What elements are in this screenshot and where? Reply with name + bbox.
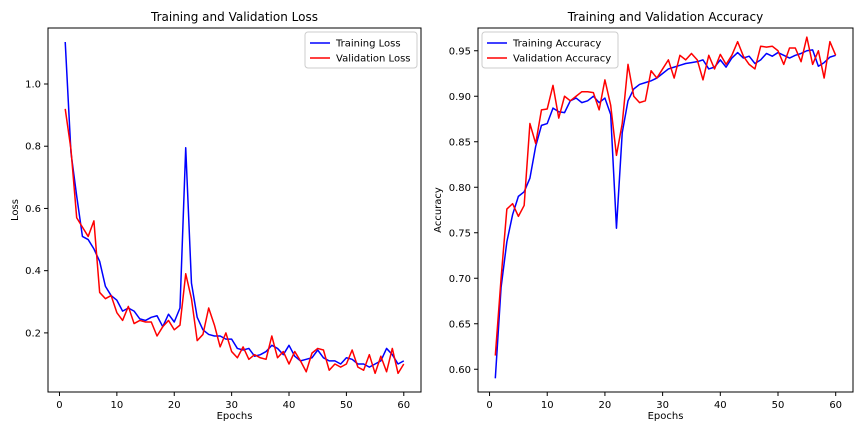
accuracy-y-tick-label: 0.85: [449, 137, 471, 148]
accuracy-series-line-validation: [494, 36, 837, 356]
accuracy-legend-label-validation: Validation Accuracy: [513, 54, 611, 65]
accuracy-y-tick-label: 0.60: [449, 365, 471, 376]
loss-y-tick-label: 0.4: [25, 266, 41, 277]
accuracy-x-tick-label: 40: [714, 400, 727, 411]
accuracy-axes-frame: [477, 27, 854, 393]
loss-series-line-training: [64, 41, 405, 368]
loss-legend-box: [304, 31, 418, 69]
loss-x-tick-label: 10: [110, 400, 123, 411]
accuracy-chart-title: Training and Validation Accuracy: [567, 10, 763, 24]
loss-legend: Training Loss Validation Loss: [304, 31, 418, 69]
loss-x-tick-label: 20: [168, 400, 181, 411]
loss-chart-ylabel: Loss: [10, 199, 21, 221]
loss-y-tick-label: 0.2: [25, 328, 41, 339]
loss-x-tick-label: 60: [397, 400, 410, 411]
accuracy-x-tick-label: 30: [656, 400, 669, 411]
accuracy-x-tick-label: 60: [829, 400, 842, 411]
accuracy-chart: Training and Validation Accuracy Epochs …: [433, 10, 854, 422]
loss-series-line-validation: [64, 108, 405, 375]
accuracy-y-tick-label: 0.95: [449, 46, 471, 57]
loss-axes-frame: [47, 27, 422, 393]
accuracy-x-tick-label: 20: [599, 400, 612, 411]
accuracy-y-tick-label: 0.80: [449, 183, 471, 194]
accuracy-y-tick-label: 0.90: [449, 92, 471, 103]
loss-x-tick-label: 30: [225, 400, 238, 411]
accuracy-legend-box: [481, 31, 619, 69]
loss-y-tick-label: 0.6: [25, 204, 41, 215]
loss-x-tick-label: 0: [56, 400, 62, 411]
loss-legend-label-training: Training Loss: [335, 39, 401, 50]
accuracy-chart-ylabel: Accuracy: [433, 187, 444, 233]
loss-y-tick-label: 1.0: [25, 80, 41, 91]
loss-x-tick-label: 50: [340, 400, 353, 411]
loss-x-tick-label: 40: [283, 400, 296, 411]
accuracy-x-tick-label: 10: [541, 400, 554, 411]
loss-chart-xlabel: Epochs: [217, 411, 253, 422]
accuracy-legend-label-training: Training Accuracy: [512, 39, 601, 50]
accuracy-x-tick-label: 0: [486, 400, 492, 411]
accuracy-y-tick-label: 0.70: [449, 274, 471, 285]
loss-legend-label-validation: Validation Loss: [336, 54, 411, 65]
accuracy-y-tick-label: 0.65: [449, 319, 471, 330]
accuracy-chart-xlabel: Epochs: [648, 411, 684, 422]
accuracy-y-tick-label: 0.75: [449, 228, 471, 239]
loss-y-tick-label: 0.8: [25, 142, 41, 153]
accuracy-x-tick-label: 50: [772, 400, 785, 411]
loss-chart: Training and Validation Loss Epochs Loss…: [10, 10, 422, 422]
accuracy-legend: Training Accuracy Validation Accuracy: [481, 31, 619, 69]
loss-chart-title: Training and Validation Loss: [150, 10, 318, 24]
